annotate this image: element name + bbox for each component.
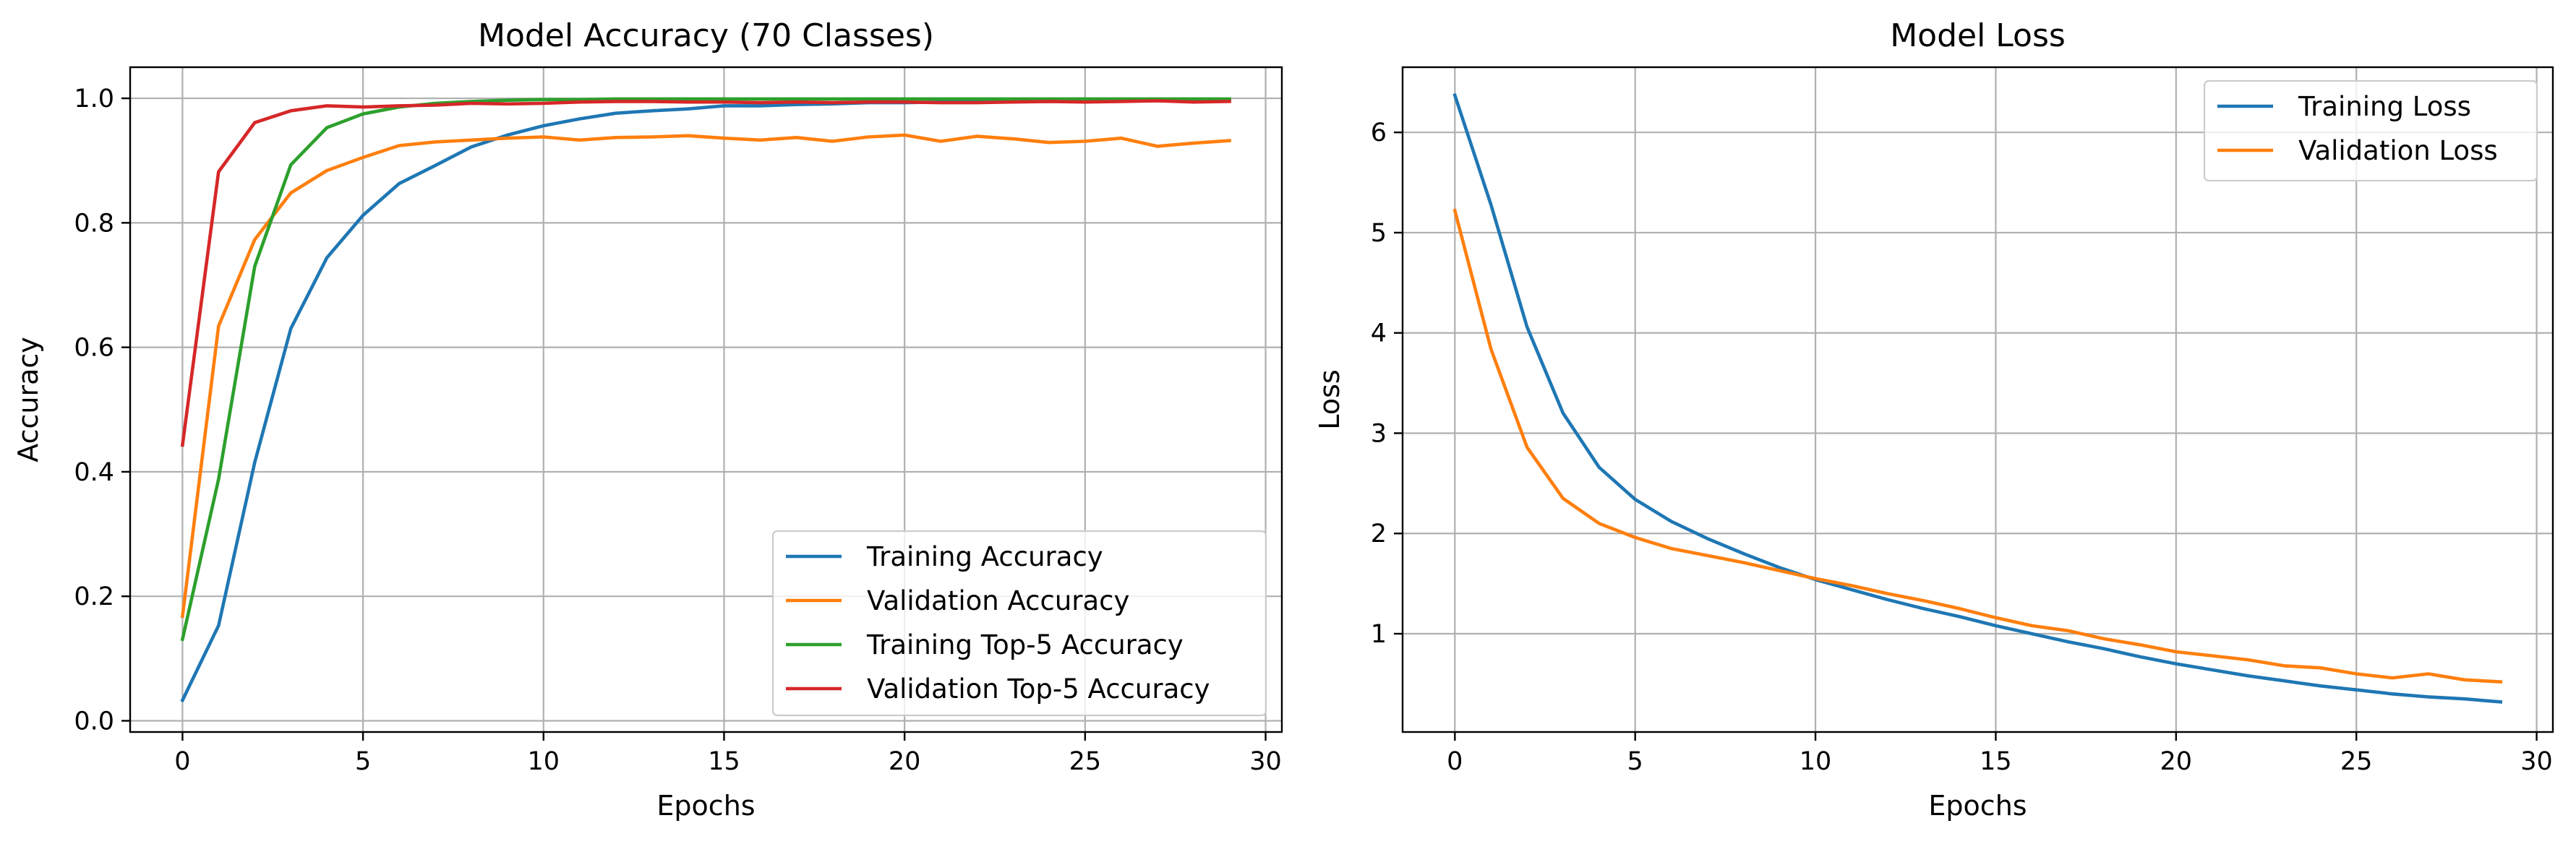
y-tick-label: 6 bbox=[1371, 119, 1387, 147]
x-tick-label: 25 bbox=[2340, 747, 2373, 776]
y-tick-label: 0.2 bbox=[74, 582, 114, 611]
legend-label: Training Accuracy bbox=[866, 541, 1103, 572]
x-tick-label: 20 bbox=[889, 747, 921, 776]
x-tick-label: 5 bbox=[355, 747, 371, 776]
y-axis-label: Accuracy bbox=[12, 337, 44, 462]
legend-label: Validation Loss bbox=[2298, 135, 2498, 166]
x-tick-label: 25 bbox=[1069, 747, 1102, 776]
y-tick-label: 1.0 bbox=[74, 85, 114, 113]
legend-box bbox=[2203, 79, 2538, 182]
legend-label: Training Top-5 Accuracy bbox=[866, 629, 1184, 660]
chart-title: Model Loss bbox=[1890, 17, 2066, 54]
y-tick-label: 5 bbox=[1371, 219, 1387, 248]
y-tick-label: 2 bbox=[1371, 520, 1387, 548]
legend: Training Loss Validation Loss bbox=[2203, 79, 2538, 182]
x-tick-label: 5 bbox=[1627, 747, 1643, 776]
y-tick-label: 0.6 bbox=[74, 334, 114, 363]
y-tick-label: 3 bbox=[1371, 419, 1387, 448]
series-line-validation-top-5-accuracy bbox=[180, 99, 1231, 447]
x-axis-label: Epochs bbox=[656, 790, 755, 822]
series-line-validation-accuracy bbox=[180, 133, 1232, 619]
x-tick-label: 15 bbox=[1980, 747, 2012, 776]
x-tick-label: 15 bbox=[708, 747, 740, 776]
series-line-training-top-5-accuracy bbox=[180, 97, 1231, 642]
legend-label: Validation Accuracy bbox=[867, 585, 1129, 616]
y-tick-label: 0.8 bbox=[74, 209, 114, 238]
plot-frame bbox=[129, 66, 1283, 733]
chart-title: Model Accuracy (70 Classes) bbox=[478, 17, 934, 54]
x-tick-label: 30 bbox=[1249, 747, 1282, 776]
plot-frame bbox=[1401, 66, 2554, 733]
series-line-validation-loss bbox=[1452, 208, 2503, 684]
x-tick-label: 30 bbox=[2520, 747, 2553, 776]
series-line-training-loss bbox=[1452, 92, 2503, 704]
x-tick-label: 0 bbox=[1447, 747, 1463, 776]
y-tick-label: 4 bbox=[1371, 319, 1387, 348]
legend: Training Accuracy Validation Accuracy Trai… bbox=[771, 530, 1267, 717]
x-tick-label: 10 bbox=[528, 747, 560, 776]
legend-label: Validation Top-5 Accuracy bbox=[867, 673, 1210, 705]
y-tick-label: 0.4 bbox=[74, 458, 114, 487]
y-tick-label: 0.0 bbox=[74, 707, 114, 736]
y-tick-label: 1 bbox=[1371, 620, 1387, 649]
legend-box bbox=[771, 530, 1267, 717]
chart-panel-1: 0 5 10 15 20 25 30 0.0 0.2 0.4 0.6 0.8 1.0 Model Accu… bbox=[12, 17, 1283, 822]
x-tick-label: 0 bbox=[174, 747, 190, 776]
chart-panel-2: 0 5 10 15 20 25 30 1 2 3 4 5 6 Model Loss Epochs Loss Tr… bbox=[1314, 17, 2554, 822]
y-axis-label: Loss bbox=[1314, 369, 1345, 429]
x-tick-label: 10 bbox=[1800, 747, 1832, 776]
x-axis-label: Epochs bbox=[1928, 790, 2027, 822]
x-tick-label: 20 bbox=[2160, 747, 2193, 776]
legend-label: Training Loss bbox=[2298, 91, 2471, 122]
